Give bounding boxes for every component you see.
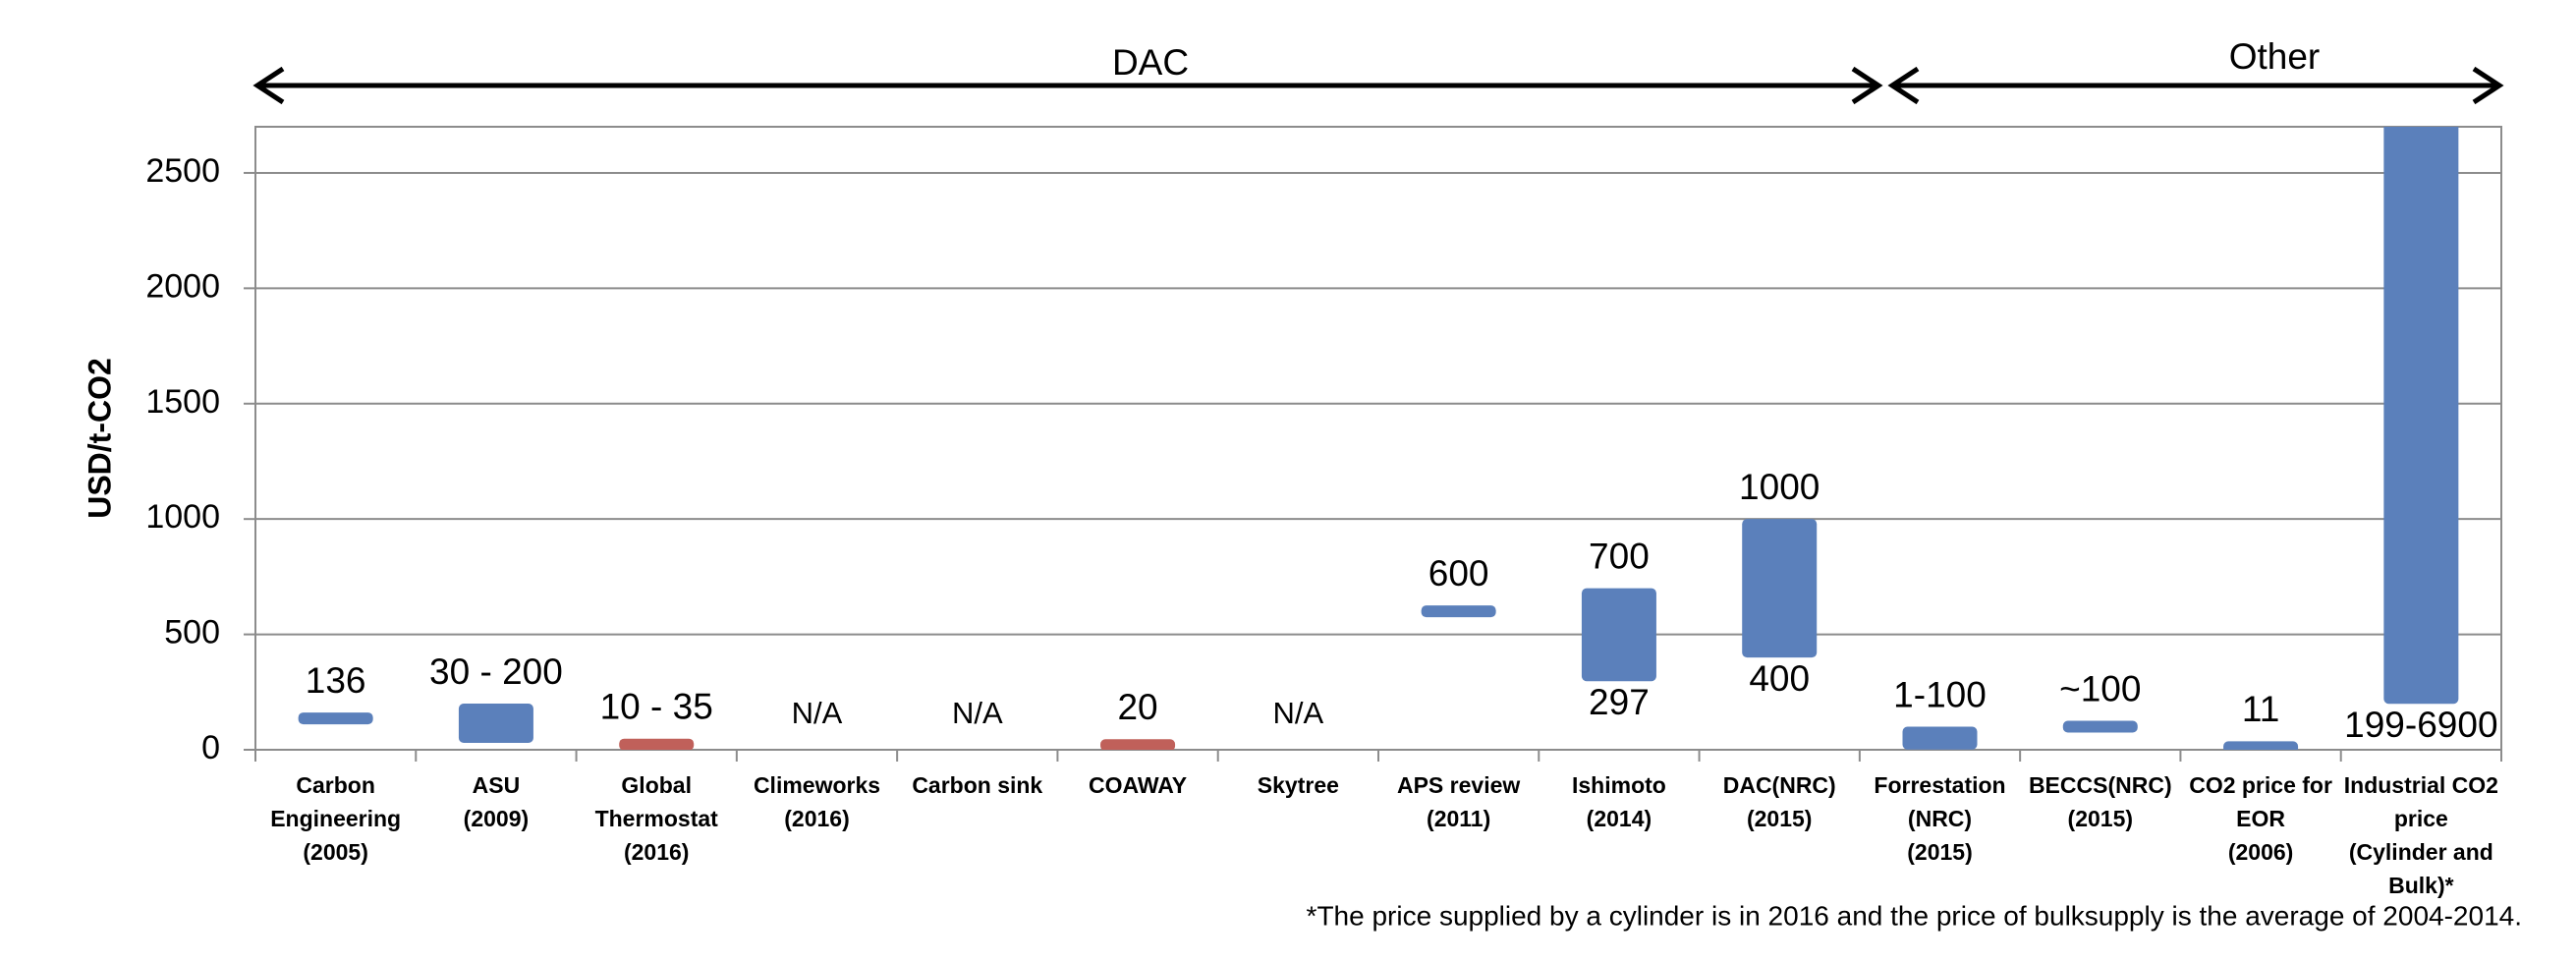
x-tick-label: Climeworks: [754, 772, 880, 798]
x-tick-label: APS review: [1397, 772, 1520, 798]
range-bar: [1581, 588, 1656, 682]
value-label: 400: [1749, 658, 1810, 699]
plot-frame: [254, 126, 2502, 751]
x-tick-label: Carbon: [296, 772, 375, 798]
x-tick-label: (2016): [624, 839, 689, 865]
range-bar: [619, 738, 695, 750]
x-tick-label: (2005): [303, 839, 367, 865]
x-tick-label: Carbon sink: [912, 772, 1042, 798]
x-tick-label: DAC(NRC): [1723, 772, 1836, 798]
y-tick-label: 500: [164, 614, 220, 651]
value-label: 10 - 35: [600, 686, 713, 726]
x-tick-label: (2016): [784, 806, 849, 831]
x-tick-label: (2014): [1587, 806, 1652, 831]
range-bar: [1100, 739, 1176, 750]
x-tick-label: price: [2394, 806, 2448, 831]
footnote: *The price supplied by a cylinder is in …: [1307, 900, 2522, 931]
range-bar: [2383, 127, 2459, 705]
x-tick-label: ASU: [473, 772, 521, 798]
group-label: DAC: [1112, 42, 1189, 83]
y-tick-label: 1500: [145, 383, 220, 421]
value-label: N/A: [952, 696, 1003, 730]
y-tick-label: 2500: [145, 152, 220, 190]
y-tick-label: 2000: [145, 267, 220, 305]
value-label: 20: [1117, 687, 1157, 727]
x-tick-label: Engineering: [270, 806, 401, 831]
x-tick-label: Bulk)*: [2388, 873, 2454, 898]
value-label: 1000: [1739, 467, 1820, 507]
x-tick-label: Skytree: [1258, 772, 1339, 798]
y-tick-label: 1000: [145, 498, 220, 536]
plot-area: [298, 127, 2459, 750]
x-tick-label: (2009): [464, 806, 529, 831]
x-tick-label: Global: [621, 772, 692, 798]
x-tick-label: (2015): [1907, 839, 1972, 865]
range-bar: [298, 712, 373, 725]
x-tick-label: (Cylinder and: [2349, 839, 2493, 865]
x-tick-label: (2015): [2068, 806, 2133, 831]
x-tick-label: BECCS(NRC): [2029, 772, 2172, 798]
x-tick-label: Forrestation: [1874, 772, 2005, 798]
value-label: N/A: [792, 696, 843, 730]
value-label: 30 - 200: [429, 651, 563, 692]
value-label: 136: [306, 660, 366, 701]
value-label: 1-100: [1893, 674, 1987, 714]
group-arrow: [1887, 66, 2504, 105]
range-bar: [1421, 605, 1496, 618]
x-tick-label: (2006): [2228, 839, 2293, 865]
x-tick-label: (2015): [1747, 806, 1812, 831]
x-tick-label: (2011): [1427, 806, 1490, 831]
y-tick-label: 0: [201, 729, 220, 766]
range-bar: [2062, 720, 2138, 733]
group-arrow: [252, 66, 1883, 105]
x-tick-label: EOR: [2236, 806, 2285, 831]
x-tick-label: CO2 price for: [2189, 772, 2332, 798]
x-tick-label: Thermostat: [595, 806, 719, 831]
range-bar: [458, 704, 533, 743]
value-label: 297: [1589, 682, 1650, 722]
value-label: 199-6900: [2344, 705, 2497, 745]
value-label: 11: [2242, 689, 2279, 729]
x-tick-label: Ishimoto: [1572, 772, 1666, 798]
value-label: 600: [1428, 553, 1489, 594]
range-bar: [1742, 519, 1818, 658]
y-axis-title: USD/t-CO2: [82, 358, 117, 519]
x-tick-label: (NRC): [1908, 806, 1972, 831]
x-tick-label: COAWAY: [1089, 772, 1187, 798]
value-label: ~100: [2059, 668, 2141, 708]
x-tick-label: Industrial CO2: [2344, 772, 2498, 798]
value-label: 700: [1589, 536, 1650, 576]
value-label: N/A: [1273, 696, 1324, 730]
group-label: Other: [2229, 36, 2321, 77]
range-bar: [2223, 741, 2299, 750]
range-bar: [1902, 726, 1978, 750]
